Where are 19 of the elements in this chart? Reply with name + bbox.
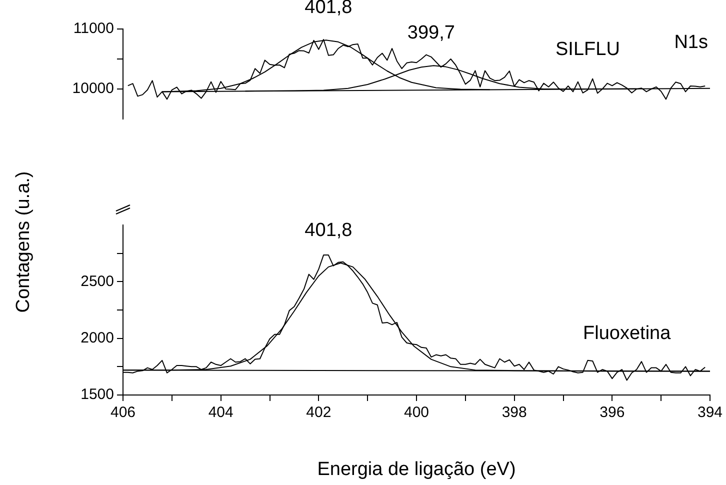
y-tick-label: 1500 bbox=[80, 386, 114, 404]
x-tick-label: 396 bbox=[600, 404, 625, 422]
annotation: N1s bbox=[674, 32, 708, 53]
annotation: 401,8 bbox=[304, 220, 352, 241]
annotation: 399,7 bbox=[407, 22, 455, 44]
annotation: SILFLU bbox=[555, 39, 620, 60]
x-axis-title: Energia de ligação (eV) bbox=[317, 458, 516, 480]
y-tick-label: 11000 bbox=[73, 20, 114, 38]
y-axis-title: Contagens (u.a.) bbox=[13, 171, 35, 313]
y-tick-label: 2000 bbox=[80, 329, 114, 346]
x-tick-label: 406 bbox=[110, 404, 136, 422]
x-tick-label: 394 bbox=[697, 404, 723, 422]
x-tick-label: 402 bbox=[306, 404, 332, 422]
x-tick-label: 400 bbox=[404, 404, 430, 422]
annotation: Fluoxetina bbox=[583, 323, 672, 344]
y-tick-label: 10000 bbox=[72, 80, 114, 98]
x-tick-label: 398 bbox=[502, 404, 527, 422]
y-tick-label: 2500 bbox=[80, 272, 114, 290]
x-tick-label: 404 bbox=[208, 404, 234, 422]
